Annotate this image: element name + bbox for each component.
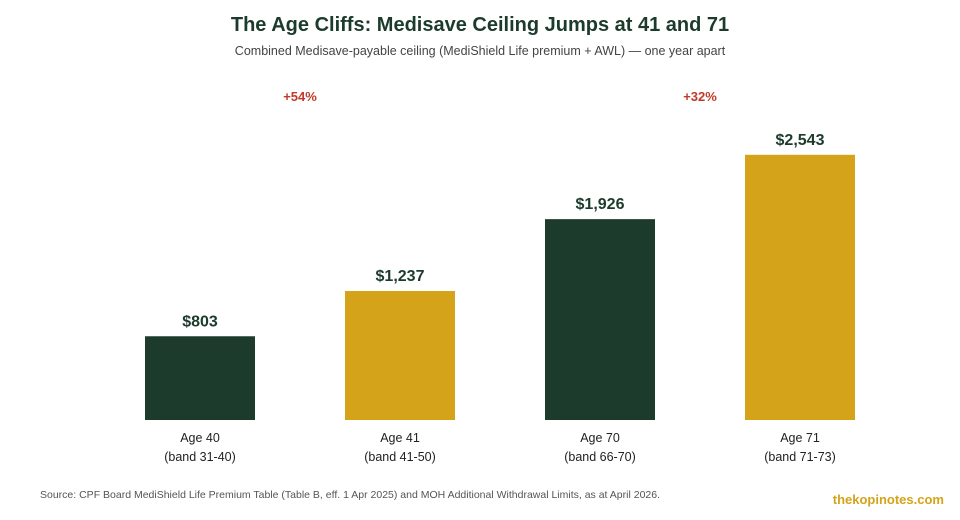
change-annotation-1: +32% <box>683 89 717 104</box>
chart-title: The Age Cliffs: Medisave Ceiling Jumps a… <box>230 14 730 36</box>
bar-3 <box>745 154 855 420</box>
source-note: Source: CPF Board MediShield Life Premiu… <box>40 489 661 501</box>
bar-chart: $803 Age 40 (band 31-40) $1,237 Age 41 (band … <box>145 89 855 464</box>
bar-0 <box>145 336 255 420</box>
category-sublabel-0: (band 31-40) <box>164 450 236 464</box>
change-annotation-0: +54% <box>283 89 317 104</box>
category-sublabel-3: (band 71-73) <box>764 450 836 464</box>
category-label-3: Age 71 <box>780 431 820 445</box>
category-sublabel-2: (band 66-70) <box>564 450 636 464</box>
chart-subtitle: Combined Medisave-payable ceiling (MediS… <box>234 44 726 58</box>
value-label-0: $803 <box>182 313 218 330</box>
category-label-1: Age 41 <box>380 431 420 445</box>
value-label-3: $2,543 <box>776 132 825 149</box>
value-label-1: $1,237 <box>376 268 425 285</box>
brand-watermark: thekopinotes.com <box>832 492 944 507</box>
bar-1 <box>345 290 455 420</box>
bar-2 <box>545 219 655 420</box>
category-label-2: Age 70 <box>580 431 620 445</box>
value-label-2: $1,926 <box>576 196 625 213</box>
category-label-0: Age 40 <box>180 431 220 445</box>
category-sublabel-1: (band 41-50) <box>364 450 436 464</box>
